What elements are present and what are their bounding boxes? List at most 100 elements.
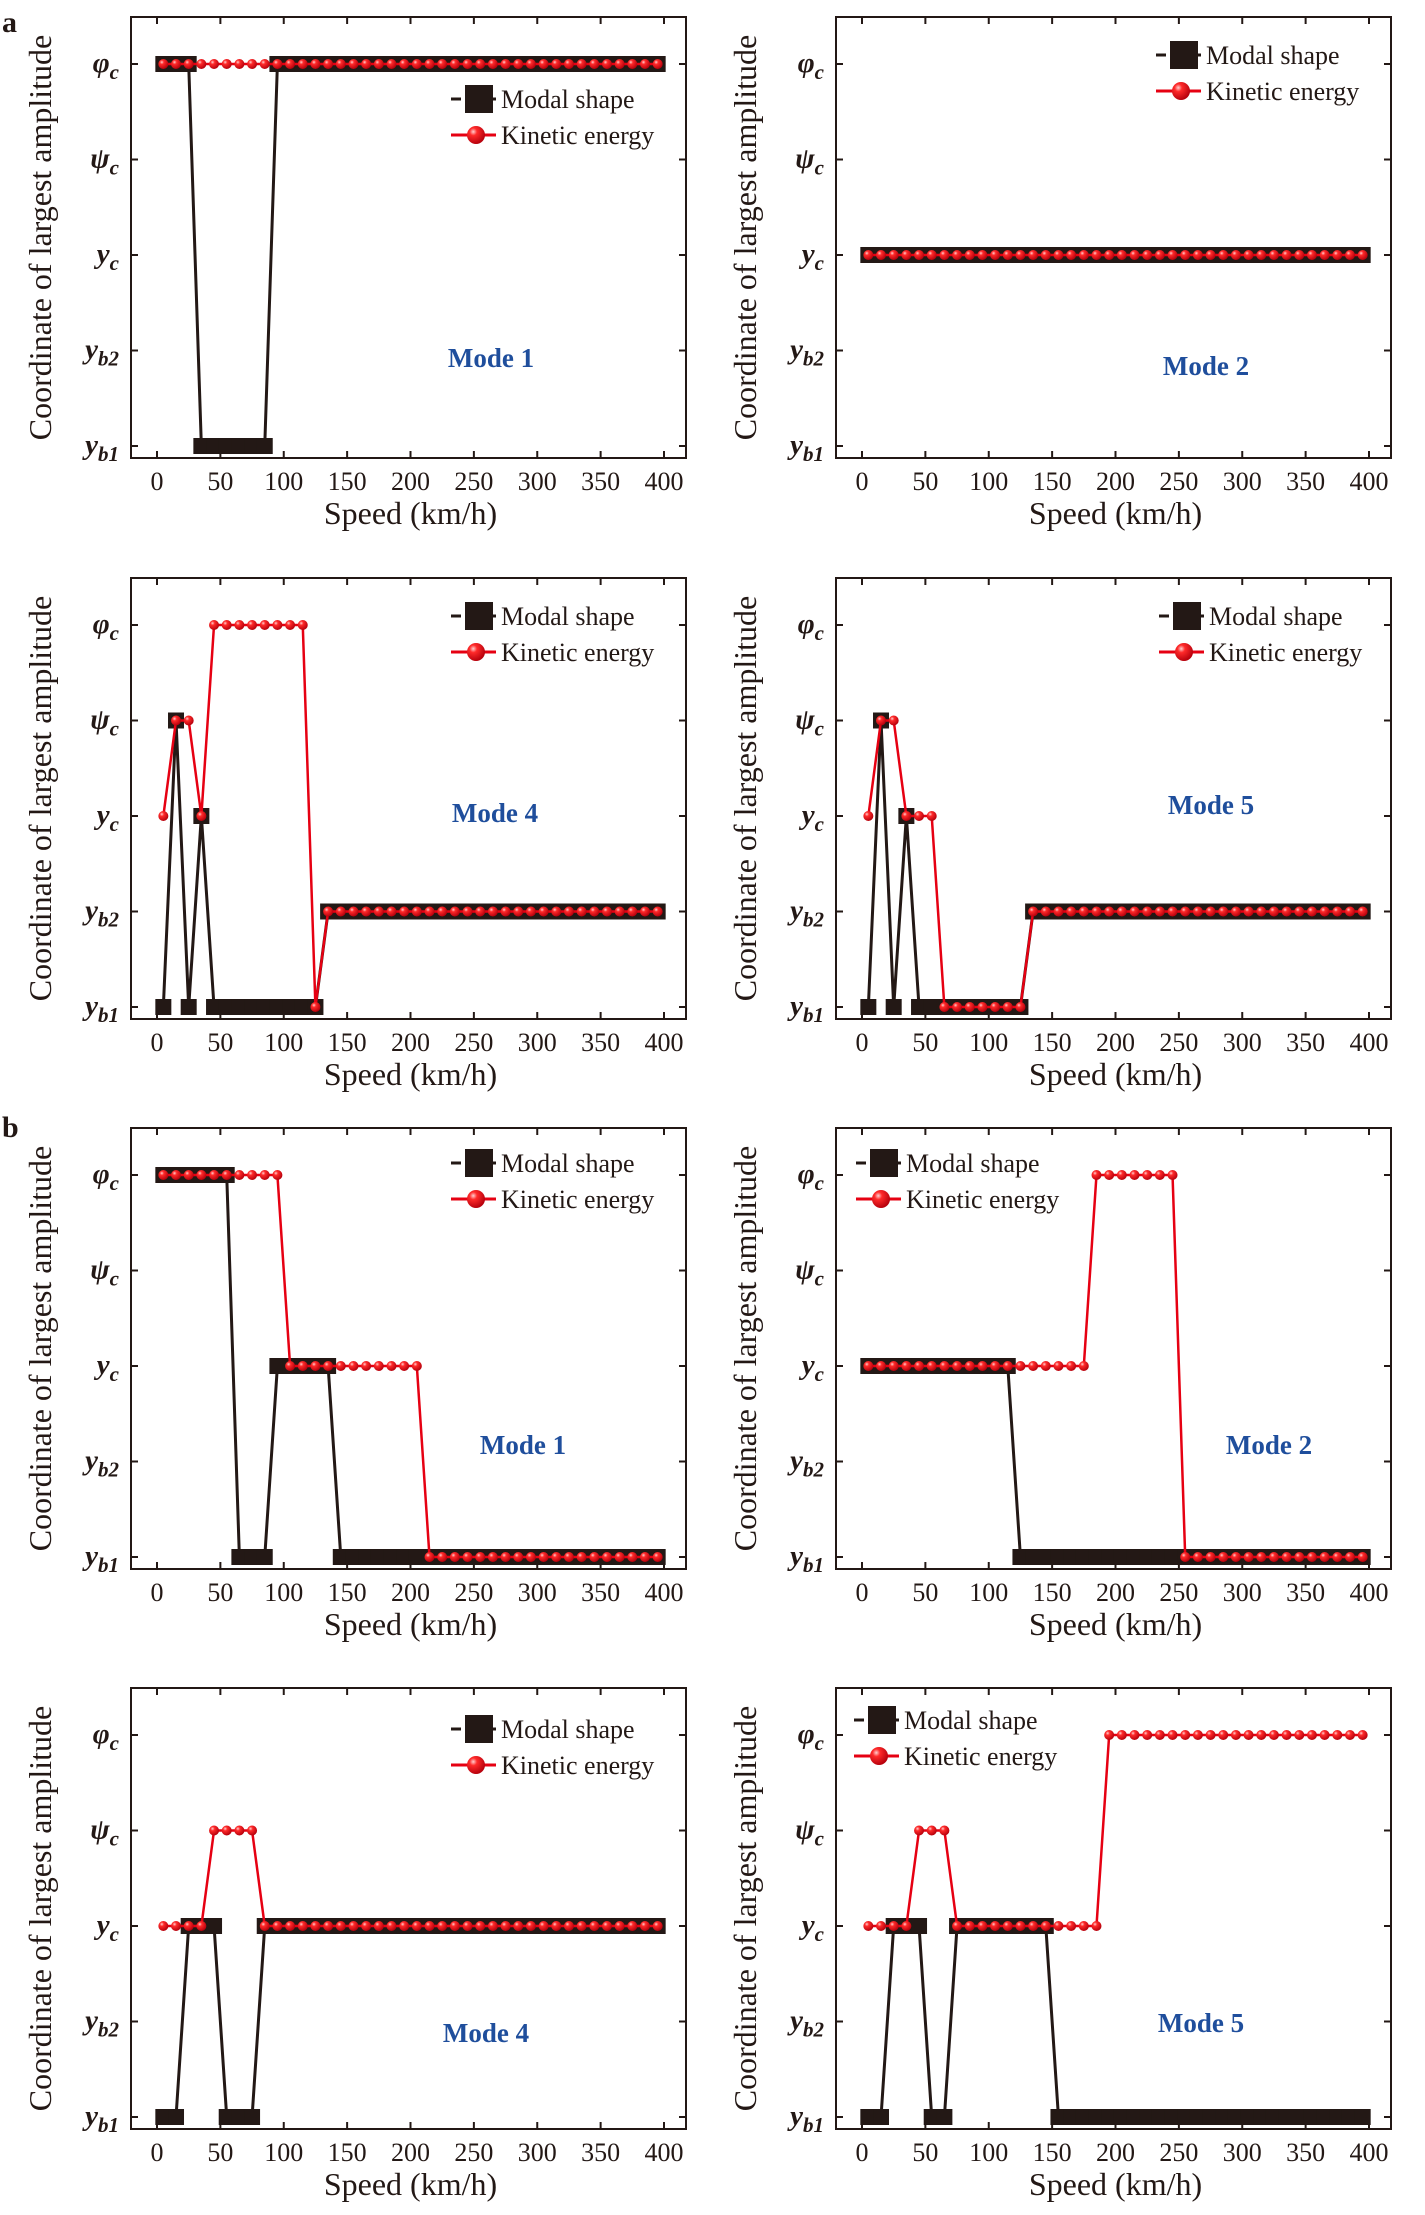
y-axis-title: Coordinate of largest amplitude bbox=[727, 1146, 763, 1552]
y-tick-label: yb1 bbox=[82, 990, 119, 1027]
x-tick-label: 250 bbox=[454, 1578, 493, 1607]
kinetic-energy-marker bbox=[272, 59, 283, 69]
y-tick-symbol: ψ bbox=[795, 143, 815, 175]
x-axis-title: Speed (km/h) bbox=[1029, 2166, 1202, 2202]
y-tick-subscript: c bbox=[815, 1267, 825, 1291]
mode-label: Mode 5 bbox=[1158, 2008, 1244, 2038]
x-tick-label: 150 bbox=[328, 2138, 367, 2167]
legend-kinetic-ball-icon bbox=[467, 1756, 485, 1774]
x-tick-label: 50 bbox=[207, 467, 233, 496]
kinetic-energy-marker bbox=[1205, 250, 1216, 260]
modal-shape-line bbox=[163, 1924, 658, 2119]
kinetic-energy-marker bbox=[221, 1170, 232, 1180]
y-tick-label: yb2 bbox=[787, 895, 824, 932]
legend-kinetic-ball-icon bbox=[467, 643, 485, 661]
kinetic-energy-marker bbox=[1268, 1730, 1279, 1740]
x-tick-label: 0 bbox=[856, 2138, 869, 2167]
y-tick-symbol: y bbox=[82, 895, 98, 927]
modal-shape-marker bbox=[218, 2109, 235, 2125]
x-tick-label: 50 bbox=[912, 1578, 938, 1607]
y-tick-symbol: y bbox=[94, 799, 110, 831]
y-tick-label: ψc bbox=[90, 1254, 119, 1291]
kinetic-energy-marker bbox=[297, 59, 308, 69]
kinetic-energy-marker bbox=[209, 620, 220, 630]
legend-modal-shape-label: Modal shape bbox=[501, 602, 635, 631]
kinetic-energy-marker bbox=[285, 1361, 296, 1371]
kinetic-energy-marker bbox=[1053, 1361, 1064, 1371]
mode-label: Mode 2 bbox=[1226, 1430, 1312, 1460]
legend-kinetic-energy-label: Kinetic energy bbox=[501, 121, 654, 150]
kinetic-energy-marker bbox=[234, 1825, 245, 1836]
kinetic-energy-marker bbox=[158, 811, 169, 821]
legend-modal-square-icon bbox=[1173, 602, 1201, 630]
kinetic-energy-marker bbox=[411, 1361, 422, 1371]
kinetic-energy-marker bbox=[386, 59, 397, 69]
legend-kinetic-energy-label: Kinetic energy bbox=[1209, 638, 1362, 667]
kinetic-energy-marker bbox=[1028, 250, 1039, 260]
y-tick-label: φc bbox=[798, 1718, 825, 1755]
kinetic-energy-marker bbox=[1116, 1170, 1127, 1180]
modal-shape-marker bbox=[218, 999, 235, 1015]
modal-shape-marker bbox=[1177, 2109, 1194, 2125]
kinetic-energy-marker bbox=[576, 1552, 587, 1562]
y-tick-label: yb1 bbox=[787, 1540, 824, 1577]
kinetic-energy-marker bbox=[1319, 250, 1330, 260]
legend-kinetic-energy-label: Kinetic energy bbox=[904, 1742, 1057, 1771]
kinetic-energy-marker bbox=[1078, 1921, 1089, 1931]
kinetic-energy-marker bbox=[1053, 906, 1064, 917]
kinetic-energy-marker bbox=[386, 1921, 397, 1931]
y-tick-label: yb1 bbox=[787, 990, 824, 1027]
kinetic-energy-line bbox=[868, 1173, 1363, 1559]
legend-kinetic-energy-label: Kinetic energy bbox=[1206, 77, 1359, 106]
plot-frame bbox=[130, 1127, 687, 1570]
kinetic-energy-marker bbox=[1357, 1730, 1368, 1740]
kinetic-energy-marker bbox=[952, 1921, 963, 1931]
kinetic-energy-marker bbox=[563, 1552, 574, 1562]
kinetic-energy-marker bbox=[990, 1002, 1001, 1012]
x-axis-title: Speed (km/h) bbox=[324, 2166, 497, 2202]
kinetic-energy-marker bbox=[373, 59, 384, 69]
y-tick-label: yb2 bbox=[787, 2005, 824, 2042]
kinetic-energy-marker bbox=[576, 1921, 587, 1931]
y-axis-title: Coordinate of largest amplitude bbox=[727, 35, 763, 441]
x-tick-label: 250 bbox=[454, 1028, 493, 1057]
kinetic-energy-marker bbox=[977, 250, 988, 260]
modal-shape-marker bbox=[345, 1549, 362, 1565]
modal-shape-marker bbox=[269, 1358, 286, 1374]
modal-shape-marker bbox=[1265, 2109, 1282, 2125]
kinetic-energy-marker bbox=[234, 1170, 245, 1180]
kinetic-energy-marker bbox=[639, 1552, 650, 1562]
kinetic-energy-marker bbox=[335, 59, 346, 69]
y-tick-label: yb1 bbox=[787, 429, 824, 466]
y-tick-subscript: c bbox=[815, 1731, 825, 1755]
y-tick-subscript: b2 bbox=[803, 2018, 825, 2042]
modal-shape-marker bbox=[1164, 2109, 1181, 2125]
kinetic-energy-marker bbox=[259, 620, 270, 630]
plot-frame bbox=[130, 577, 687, 1020]
kinetic-energy-marker bbox=[1066, 1361, 1077, 1371]
kinetic-energy-marker bbox=[1357, 250, 1368, 260]
y-tick-symbol: φ bbox=[798, 1158, 815, 1190]
y-tick-symbol: y bbox=[94, 238, 110, 270]
y-tick-symbol: ψ bbox=[795, 704, 815, 736]
kinetic-energy-marker bbox=[1015, 1921, 1026, 1931]
y-axis-title: Coordinate of largest amplitude bbox=[22, 1146, 58, 1552]
kinetic-energy-marker bbox=[373, 1921, 384, 1931]
kinetic-energy-marker bbox=[424, 1552, 435, 1562]
kinetic-energy-marker bbox=[373, 1361, 384, 1371]
kinetic-energy-marker bbox=[901, 1921, 912, 1931]
modal-shape-marker bbox=[1164, 1549, 1181, 1565]
kinetic-energy-marker bbox=[901, 250, 912, 260]
y-tick-label: yb1 bbox=[787, 2100, 824, 2137]
kinetic-energy-marker bbox=[926, 250, 937, 260]
y-tick-subscript: b1 bbox=[98, 2113, 119, 2137]
y-tick-subscript: b1 bbox=[98, 442, 119, 466]
y-tick-subscript: b1 bbox=[803, 1003, 824, 1027]
x-tick-label: 150 bbox=[1033, 2138, 1072, 2167]
kinetic-energy-marker bbox=[424, 906, 435, 917]
